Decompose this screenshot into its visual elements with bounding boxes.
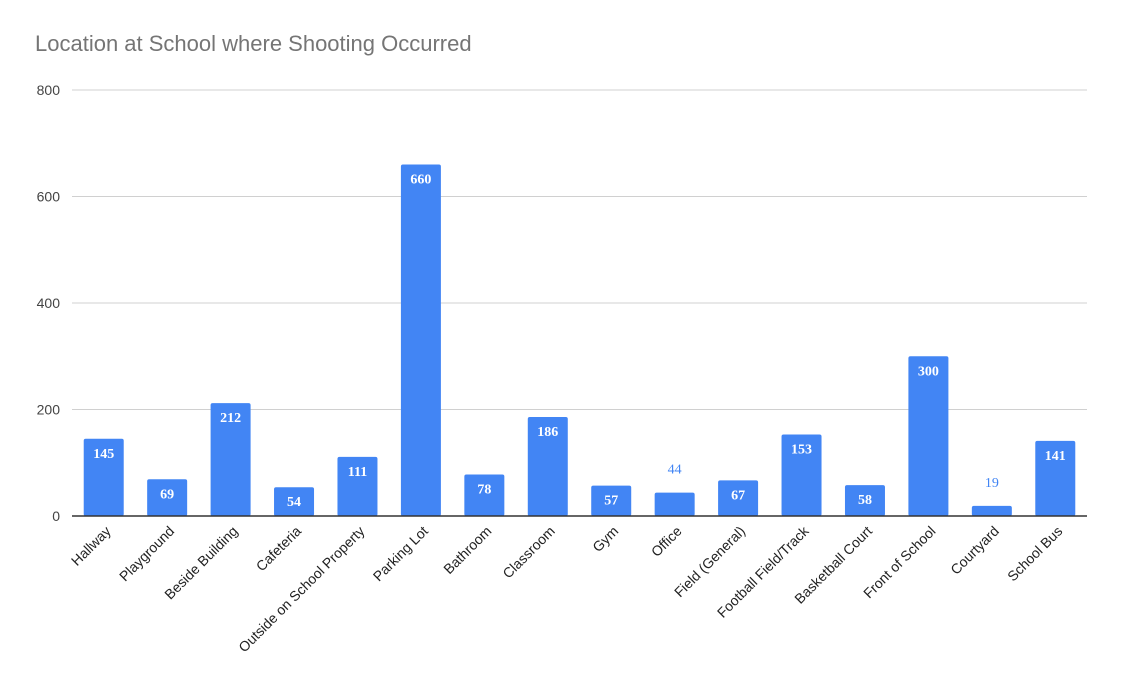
data-label: 153: [791, 443, 812, 458]
data-label: 54: [287, 495, 301, 510]
data-label: 67: [731, 488, 745, 503]
chart-title: Location at School where Shooting Occurr…: [35, 31, 472, 56]
bar: [654, 492, 695, 516]
data-label: 78: [477, 482, 491, 497]
data-label: 58: [858, 493, 872, 508]
bar: [400, 164, 441, 517]
data-label: 660: [410, 173, 431, 188]
data-label: 300: [918, 364, 939, 379]
x-tick-label: Outside on School Property: [235, 523, 367, 655]
y-tick-label: 400: [37, 295, 61, 311]
x-tick-label: Classroom: [499, 523, 558, 582]
data-label: 44: [668, 463, 682, 478]
bar: [527, 416, 568, 516]
y-tick-label: 200: [37, 402, 61, 418]
bar: [147, 479, 188, 516]
data-label: 19: [985, 476, 999, 491]
data-label: 212: [220, 411, 241, 426]
bar: [274, 487, 315, 516]
data-label: 69: [160, 487, 174, 502]
bar: [908, 356, 949, 516]
bar: [591, 485, 632, 516]
bar: [210, 403, 251, 516]
bar: [337, 456, 378, 516]
bar: [844, 485, 885, 516]
bar: [971, 505, 1012, 516]
data-label: 186: [537, 425, 558, 440]
data-label: 145: [93, 447, 114, 462]
x-tick-label: Cafeteria: [253, 523, 305, 575]
bar: [1035, 440, 1076, 516]
x-tick-label: School Bus: [1004, 523, 1065, 584]
y-tick-label: 800: [37, 82, 61, 98]
bar: [464, 474, 505, 516]
x-tick-label: Bathroom: [440, 523, 494, 577]
data-label: 57: [604, 494, 618, 509]
x-tick-label: Gym: [589, 523, 621, 555]
y-tick-label: 0: [52, 508, 60, 524]
data-label: 141: [1045, 449, 1066, 464]
x-tick-label: Parking Lot: [370, 523, 431, 584]
y-tick-label: 600: [37, 189, 61, 205]
bar: [83, 438, 124, 516]
bar: [781, 434, 822, 516]
x-tick-label: Playground: [116, 523, 177, 584]
x-tick-label: Office: [648, 523, 685, 560]
data-label: 111: [348, 465, 367, 480]
x-tick-label: Hallway: [68, 523, 114, 569]
x-tick-label: Courtyard: [947, 523, 1002, 578]
bar: [718, 480, 759, 516]
